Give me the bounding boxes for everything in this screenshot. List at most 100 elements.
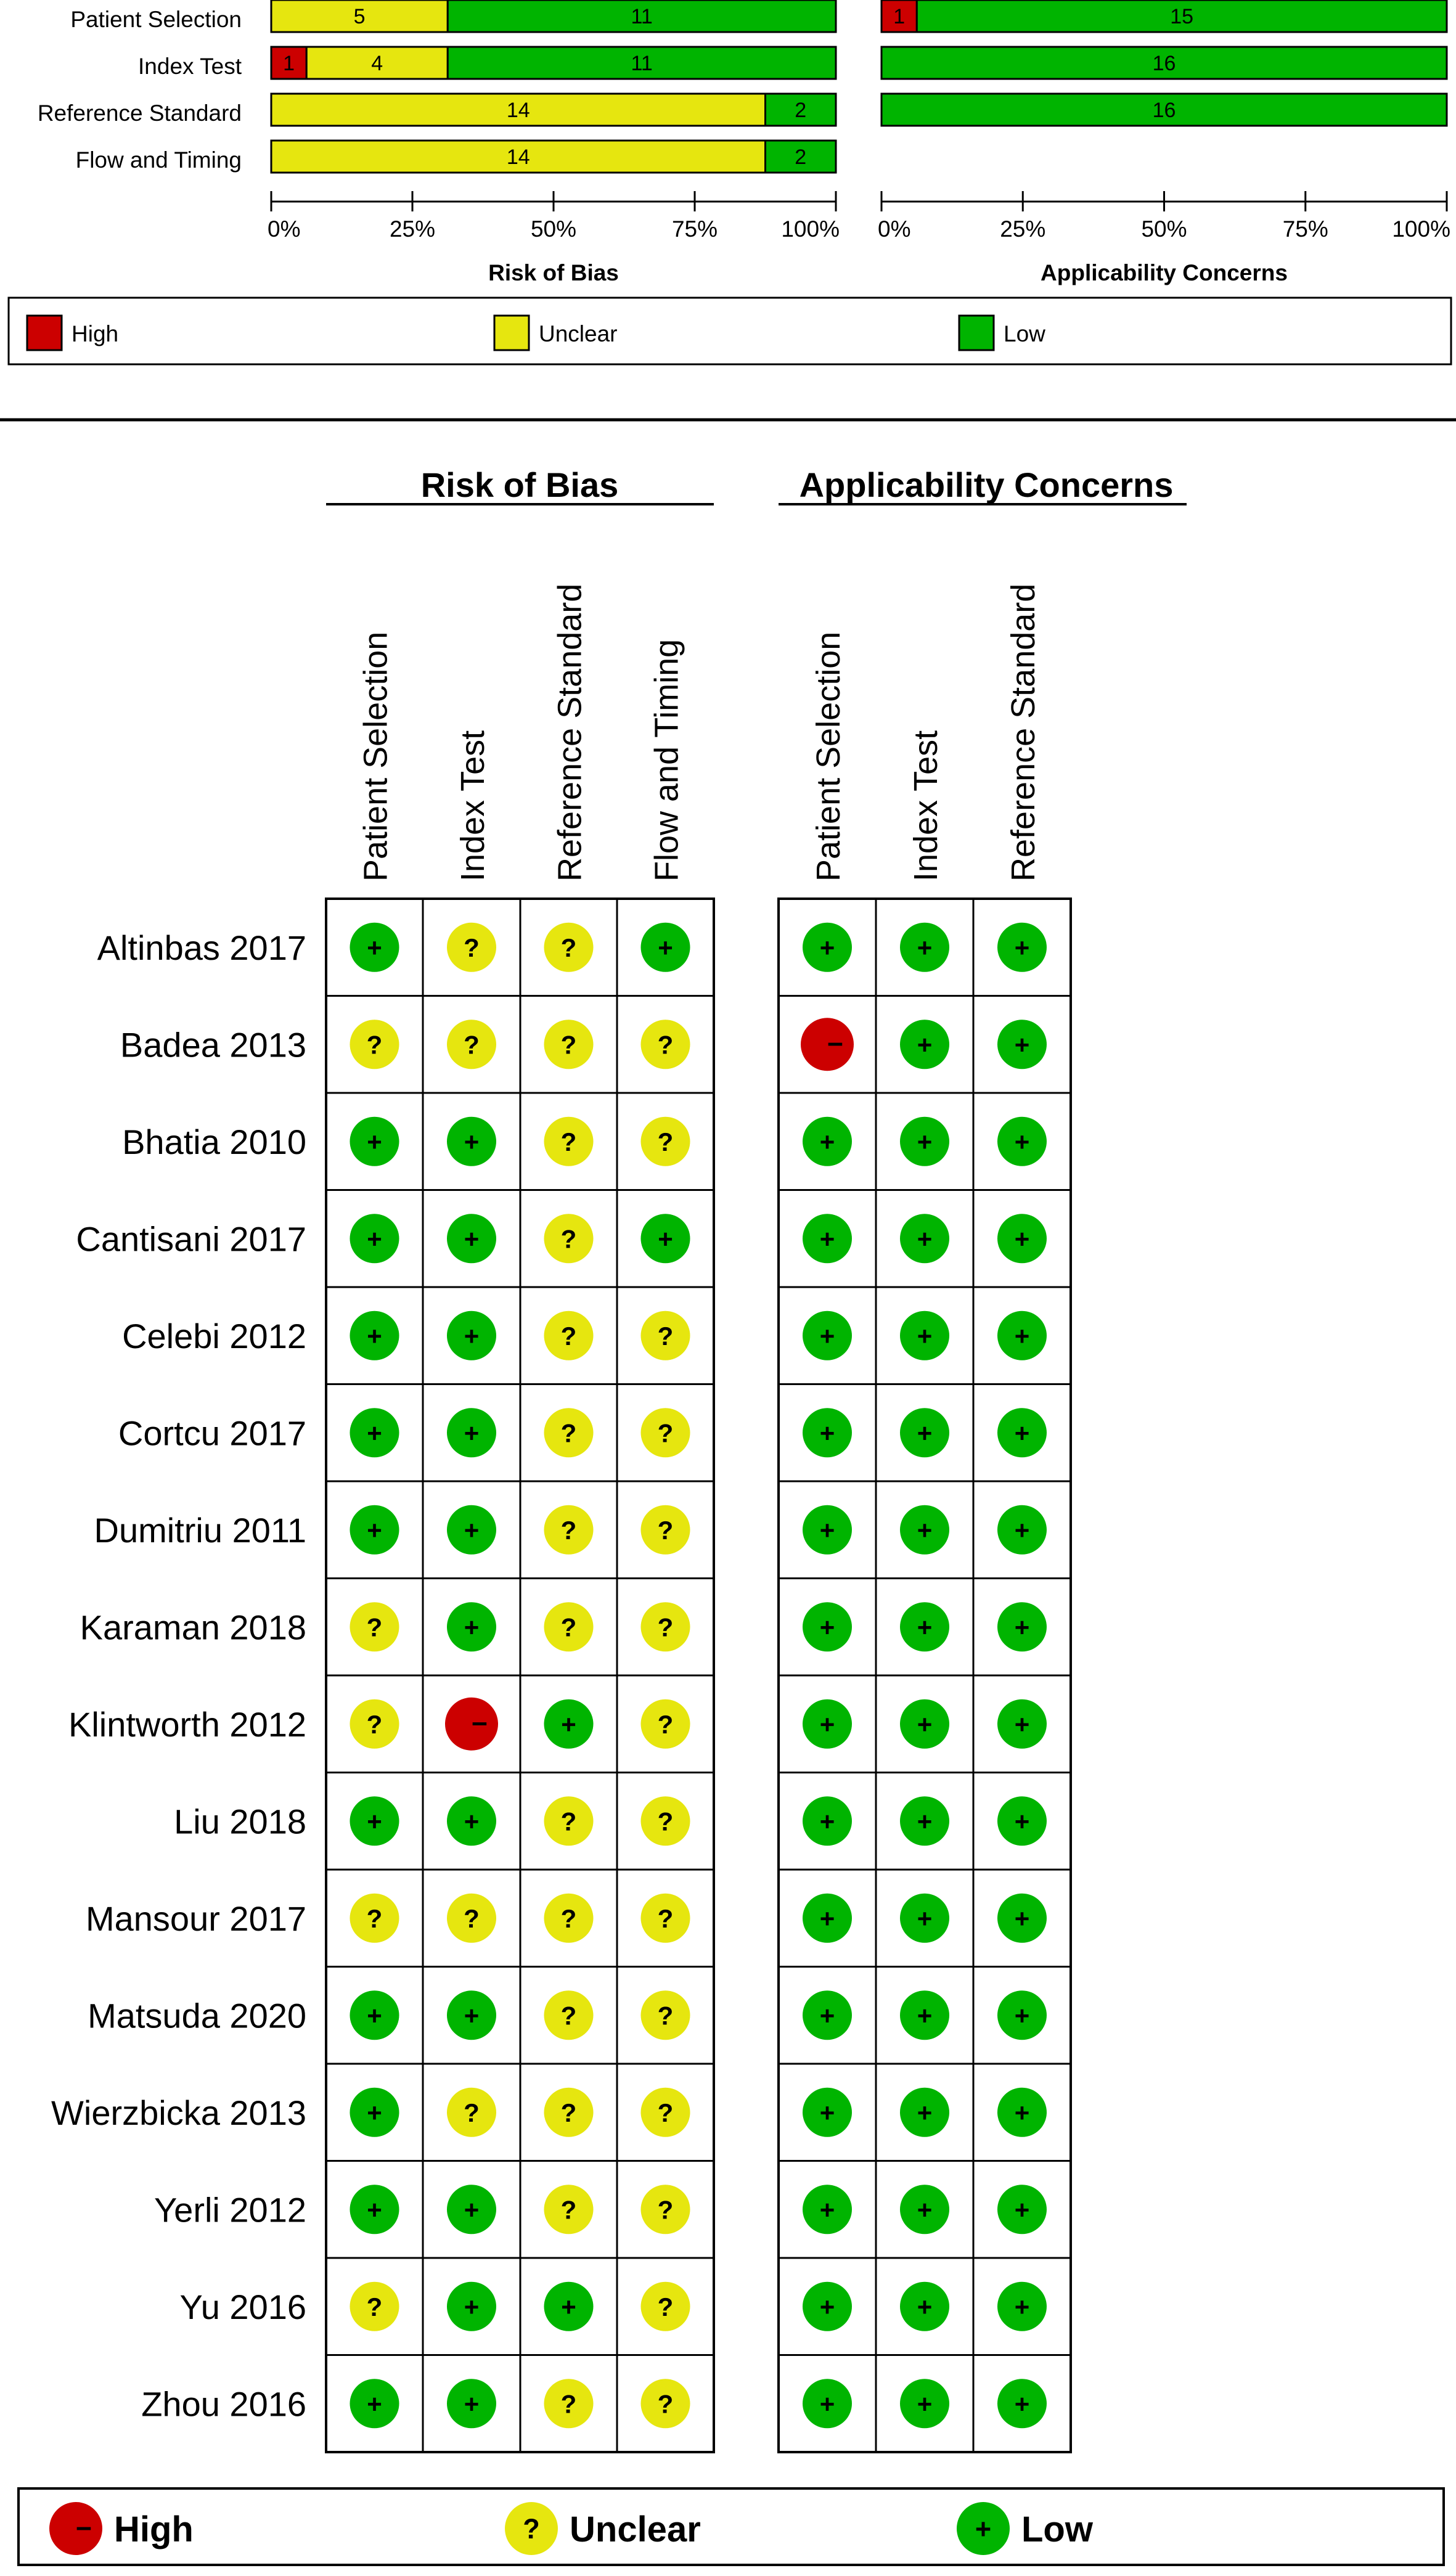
unclear-symbol: ? [561,1030,577,1059]
unclear-symbol: ? [367,1613,383,1642]
rob-cell-liu-2018-index-test: + [447,1796,496,1846]
study-label-liu-2018: Liu 2018 [174,1802,306,1841]
unclear-circle [505,2502,558,2555]
bar-low-reference-standard [880,92,1448,127]
ac-cell-wierzbicka-2013-reference-standard: + [997,2087,1047,2137]
high-symbol: − [76,2513,92,2544]
unclear-symbol: ? [561,2195,577,2224]
study-label-badea-2013: Badea 2013 [120,1025,306,1064]
unclear-circle [640,1116,690,1166]
study-label-dumitriu-2011: Dumitriu 2011 [94,1511,306,1550]
low-circle [900,1990,949,2040]
rob-cell-wierzbicka-2013-patient-selection: + [350,2087,399,2137]
column-header-reference-standard: Reference Standard [552,584,589,881]
unclear-symbol: ? [367,1030,383,1059]
low-symbol: + [1015,1322,1030,1351]
low-circle [997,1408,1047,1458]
unclear-circle [640,1796,690,1846]
low-circle [900,1116,949,1166]
low-circle [803,2281,852,2331]
low-circle [900,2185,949,2235]
rob-cell-cortcu-2017-reference-standard: ? [544,1408,594,1458]
bar-chart-legend: High Unclear Low [7,296,1452,366]
group-title-risk-of-bias: Risk of Bias [421,465,619,504]
bar-unclear-flow-and-timing [270,139,766,174]
low-symbol: + [1015,2098,1030,2127]
ac-cell-bhatia-2010-reference-standard: + [997,1116,1047,1166]
unclear-circle [544,922,594,972]
low-circle [803,1116,852,1166]
low-circle [803,2379,852,2429]
low-circle [997,1310,1047,1360]
x-tick-label: 75% [672,216,718,242]
low-circle [803,922,852,972]
low-circle [997,1602,1047,1652]
unclear-symbol: ? [464,2098,480,2127]
low-circle [447,1796,496,1846]
bar-low-index-test [880,46,1448,80]
rob-cell-karaman-2018-patient-selection: ? [350,1602,399,1652]
ac-cell-zhou-2016-reference-standard: + [997,2379,1047,2429]
low-symbol: + [658,933,673,962]
rob-cell-mansour-2017-flow-and-timing: ? [640,1893,690,1943]
category-label-flow-and-timing: Flow and Timing [76,147,242,173]
low-symbol: + [917,1710,933,1739]
low-circle [997,922,1047,972]
low-circle [350,2185,399,2235]
low-symbol: + [820,1904,835,1933]
study-label-celebi-2012: Celebi 2012 [122,1317,306,1355]
unclear-circle [447,1020,496,1069]
unclear-symbol: ? [658,1710,674,1739]
bar-unclear-index-test [305,46,449,80]
low-circle [447,2185,496,2235]
low-symbol: + [367,1322,382,1351]
low-circle [447,1602,496,1652]
legend-label-low: Low [1004,321,1045,346]
low-circle [350,1796,399,1846]
low-circle [447,1505,496,1555]
unclear-circle [350,1602,399,1652]
bar-value-label: 14 [507,99,530,122]
low-circle [803,1214,852,1264]
low-symbol: + [820,1224,835,1253]
bar-value-label: 14 [507,145,530,169]
unclear-circle [640,2185,690,2235]
rob-cell-mansour-2017-index-test: ? [447,1893,496,1943]
risk-of-bias-summary-table: Risk of Bias Applicability Concerns Patien… [51,465,1187,2453]
rob-cell-yerli-2012-patient-selection: + [350,2185,399,2235]
low-symbol: + [917,1127,933,1156]
low-symbol: + [1015,1516,1030,1545]
unclear-symbol: ? [658,2292,674,2321]
unclear-symbol: ? [561,2389,577,2418]
low-circle [803,1602,852,1652]
summary-legend-label-low: Low [1021,2509,1094,2549]
ac-cell-liu-2018-index-test: + [900,1796,949,1846]
bar-low-patient-selection [915,0,1448,33]
low-symbol: + [917,1224,933,1253]
rob-cell-liu-2018-patient-selection: + [350,1796,399,1846]
bar-high-index-test [270,46,308,80]
ac-cell-cantisani-2017-index-test: + [900,1214,949,1264]
bar-value-label: 4 [371,52,383,75]
low-symbol: + [917,2389,933,2418]
rob-cell-wierzbicka-2013-index-test: ? [447,2087,496,2137]
ac-cell-altinbas-2017-patient-selection: + [803,922,852,972]
low-circle [997,1214,1047,1264]
low-circle [997,1116,1047,1166]
low-circle [350,2379,399,2429]
unclear-symbol: ? [658,1613,674,1642]
ac-cell-badea-2013-index-test: + [900,1020,949,1069]
unclear-circle [544,1020,594,1069]
bar-value-label: 11 [631,5,652,28]
high-circle [445,1697,498,1751]
x-tick-label: 50% [531,216,576,242]
unclear-symbol: ? [658,1127,674,1156]
bar-chart-title: Applicability Concerns [1041,260,1288,285]
ac-cell-matsuda-2020-reference-standard: + [997,1990,1047,2040]
low-circle [900,1699,949,1749]
bar-value-label: 11 [631,52,652,75]
ac-cell-zhou-2016-index-test: + [900,2379,949,2429]
low-symbol: + [1015,1418,1030,1447]
low-circle [803,1990,852,2040]
x-tick-label: 25% [390,216,435,242]
